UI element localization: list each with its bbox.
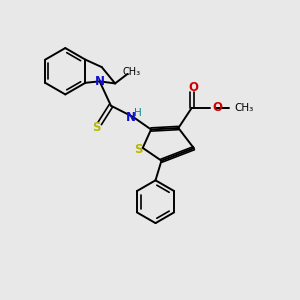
Text: N: N (95, 75, 105, 88)
Text: O: O (188, 81, 198, 94)
Text: O: O (213, 101, 223, 114)
Text: CH₃: CH₃ (234, 103, 253, 113)
Text: S: S (134, 143, 142, 156)
Text: S: S (92, 121, 101, 134)
Text: CH₃: CH₃ (123, 67, 141, 77)
Text: N: N (126, 110, 136, 124)
Text: H: H (134, 108, 142, 118)
